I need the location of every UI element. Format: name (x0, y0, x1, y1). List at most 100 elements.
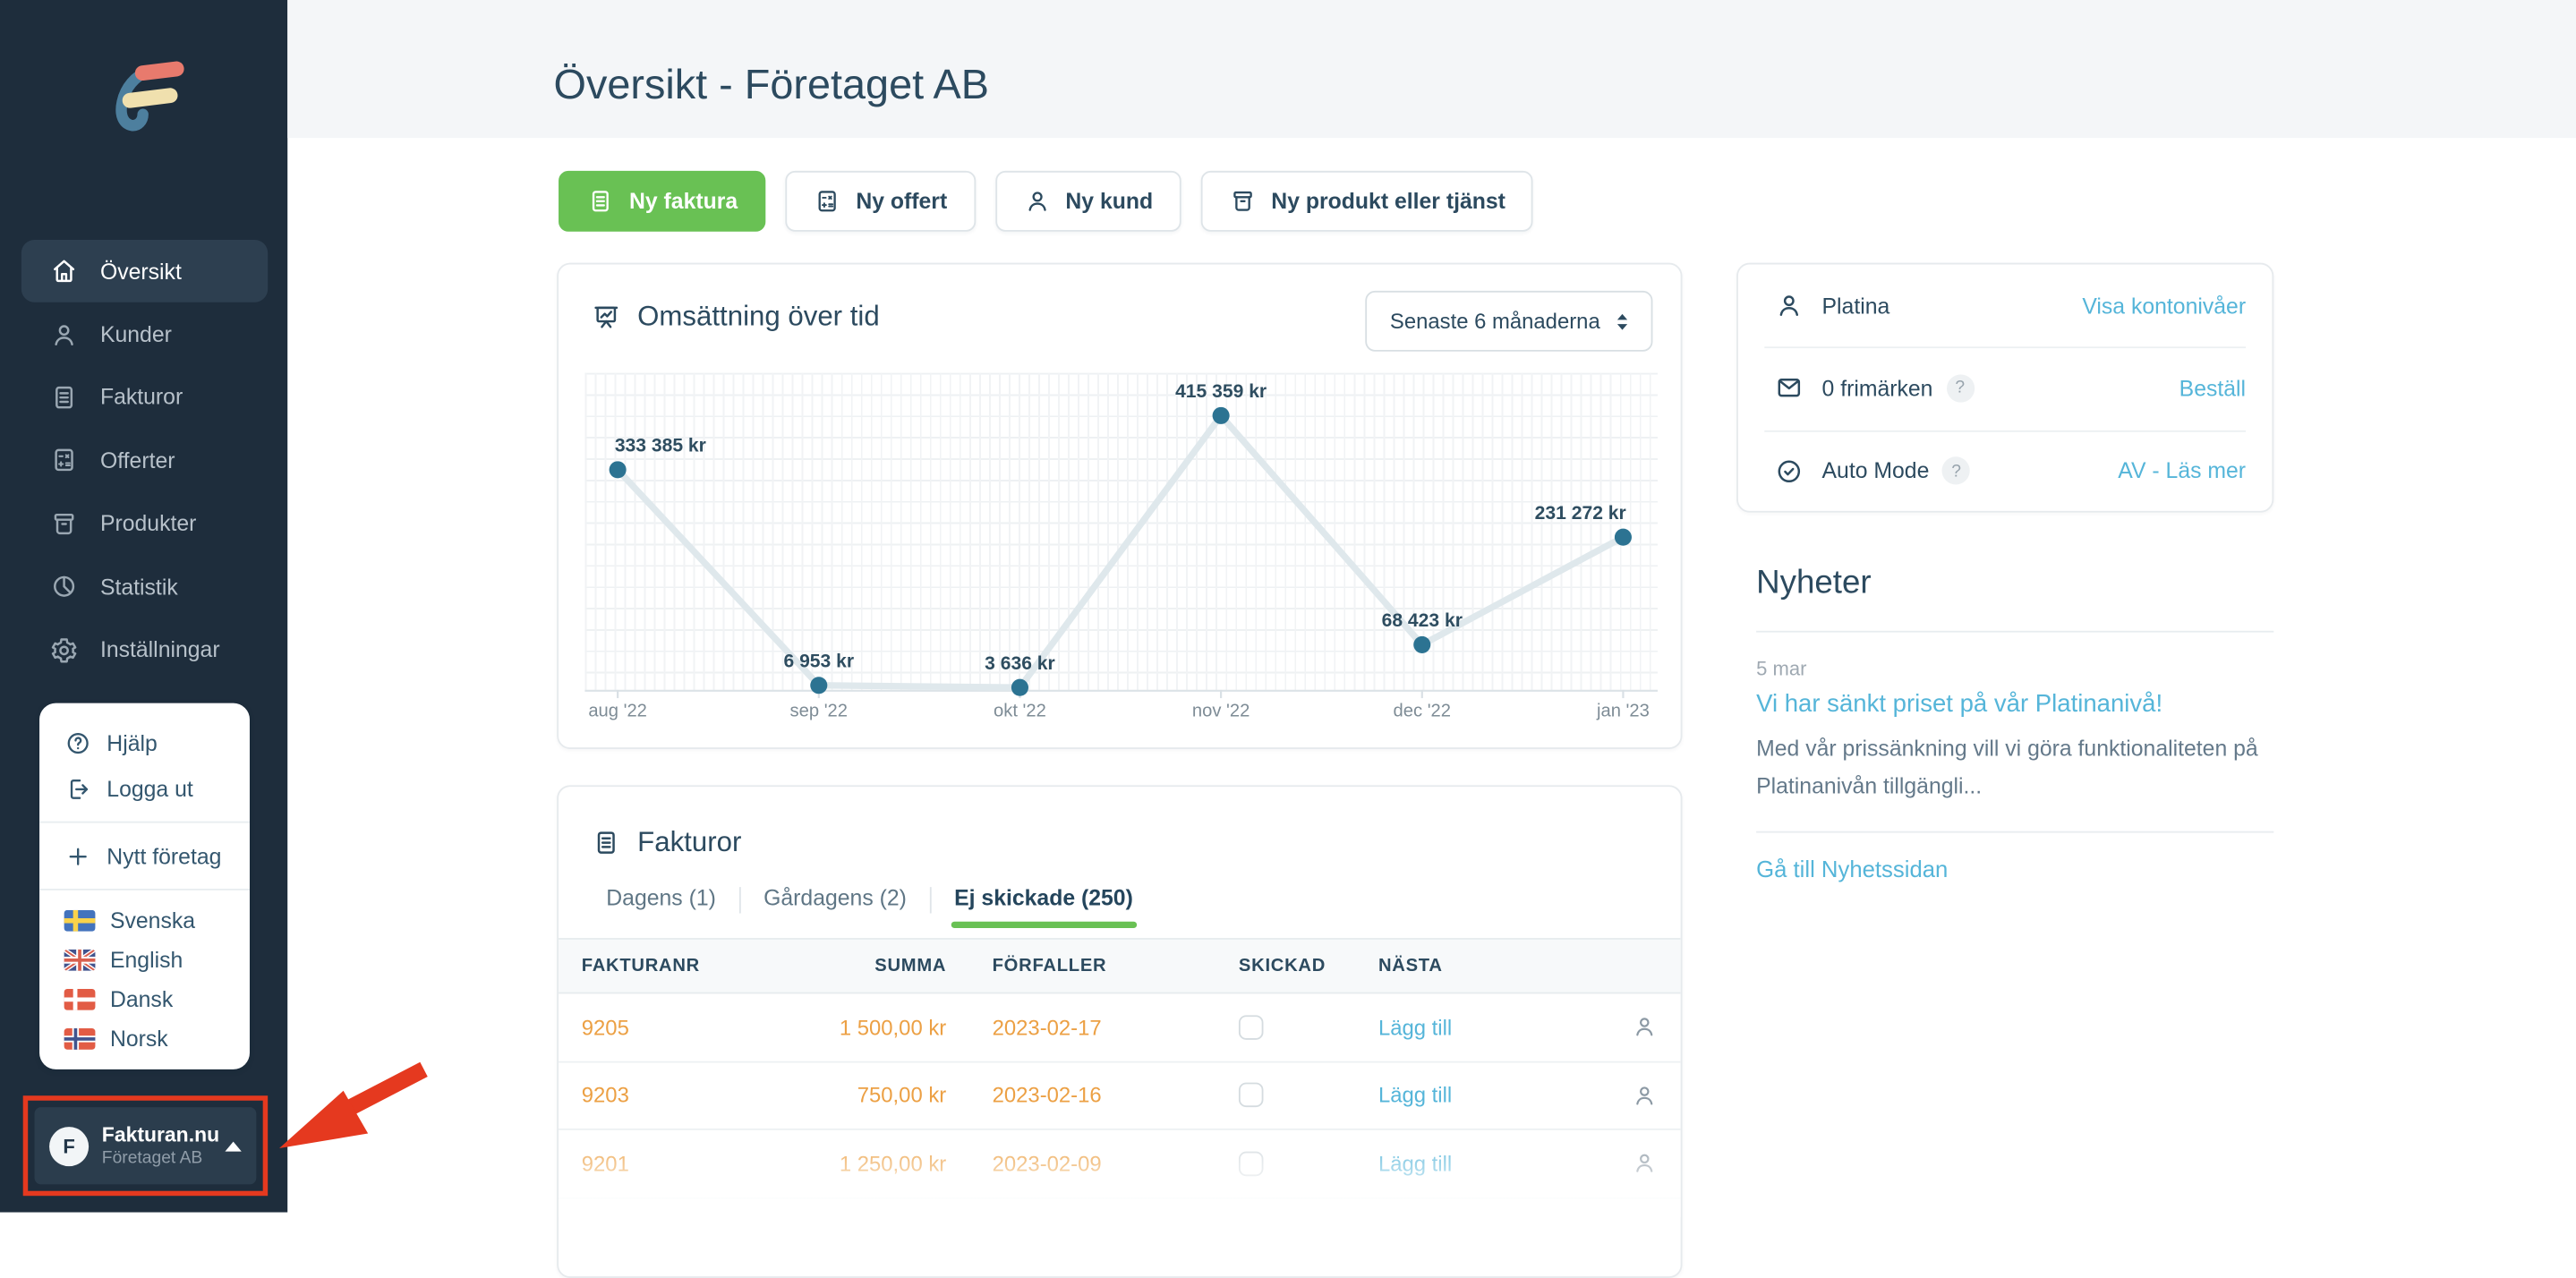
sidebar-item-installningar[interactable]: Inställningar (21, 618, 268, 681)
language-item-dansk[interactable]: Dansk (64, 979, 250, 1018)
logout-label: Logga ut (107, 776, 193, 801)
invoice-sum: 1 500,00 kr (839, 1014, 947, 1040)
sidebar-item-kunder[interactable]: Kunder (21, 302, 268, 365)
revenue-chart-svg: 333 385 kr aug '22 6 953 kr sep '22 3 636 kr… (584, 381, 1658, 720)
language-item-svenska[interactable]: Svenska (64, 900, 250, 940)
news-item-excerpt: Med vår prissänkning vill vi göra funkti… (1756, 736, 2258, 799)
add-next-link[interactable]: Lägg till (1378, 1083, 1453, 1108)
date-range-select[interactable]: Senaste 6 månaderna (1365, 290, 1653, 352)
user-icon (1028, 192, 1045, 211)
invoices-card-header: Fakturor (592, 826, 742, 859)
question-circle-icon (67, 732, 89, 754)
help-badge-icon[interactable]: ? (1942, 456, 1971, 486)
logout-icon (70, 779, 89, 798)
sidebar-item-statistik[interactable]: Statistik (21, 555, 268, 618)
data-point[interactable] (1413, 635, 1431, 653)
stamps-label: 0 frimärken (1821, 376, 1933, 401)
customer-icon[interactable] (1632, 1082, 1658, 1108)
sidebar-item-oversikt[interactable]: Översikt (21, 239, 269, 303)
news-title: Nyheter (1756, 565, 1872, 601)
data-point[interactable] (1614, 528, 1632, 546)
go-to-news-link[interactable]: Gå till Nyhetssidan (1756, 856, 1949, 882)
flag-denmark-icon (64, 988, 96, 1010)
auto-mode-link[interactable]: AV - Läs mer (2118, 458, 2247, 484)
language-label: Svenska (109, 907, 196, 933)
action-label: Ny offert (856, 189, 948, 214)
new-company-menu-item[interactable]: Nytt företag (64, 833, 250, 879)
new-company-label: Nytt företag (107, 843, 222, 869)
new-product-button[interactable]: Ny produkt eller tjänst (1200, 170, 1534, 232)
invoice-icon (592, 191, 609, 212)
chevron-up-icon (225, 1140, 242, 1151)
data-point[interactable] (1011, 678, 1028, 696)
news-item-headline[interactable]: Vi har sänkt priset på vår Platinanivå! (1756, 689, 2163, 719)
customer-icon[interactable] (1632, 1014, 1658, 1040)
add-next-link[interactable]: Lägg till (1378, 1151, 1453, 1176)
sidebar-item-produkter[interactable]: Produkter (21, 492, 268, 555)
data-point[interactable] (609, 461, 627, 479)
data-point-label: 415 359 kr (1175, 381, 1267, 402)
invoice-number-link[interactable]: 9201 (581, 1151, 629, 1176)
invoice-due-date: 2023-02-09 (992, 1151, 1102, 1176)
x-axis-label: nov '22 (1192, 701, 1250, 720)
page-title: Översikt - Företaget AB (553, 62, 989, 109)
language-item-norsk[interactable]: Norsk (64, 1018, 250, 1058)
date-range-value: Senaste 6 månaderna (1389, 309, 1600, 334)
flag-uk-icon (64, 948, 96, 970)
invoice-number-link[interactable]: 9203 (581, 1083, 629, 1108)
calculator-icon (55, 449, 73, 472)
current-company: Företaget AB (101, 1147, 203, 1168)
chart-gridlines (584, 372, 1658, 690)
divider (929, 886, 932, 913)
data-point[interactable] (1212, 406, 1230, 424)
divider (1756, 831, 2274, 833)
help-menu-item[interactable]: Hjälp (64, 720, 250, 765)
sent-checkbox[interactable] (1238, 1014, 1264, 1040)
new-offer-button[interactable]: Ny offert (785, 170, 976, 232)
help-label: Hjälp (107, 729, 158, 755)
customer-icon[interactable] (1632, 1150, 1658, 1176)
quick-actions: Ny faktura Ny offert Ny kund Ny produkt … (559, 170, 1534, 232)
invoice-due-date: 2023-02-16 (992, 1083, 1102, 1108)
data-point-label: 3 636 kr (985, 653, 1055, 674)
sidebar-item-offerter[interactable]: Offerter (21, 429, 268, 491)
envelope-icon (1778, 379, 1801, 398)
tab-dagens[interactable]: Dagens (1) (606, 885, 716, 910)
order-stamps-link[interactable]: Beställ (2179, 376, 2247, 401)
sidebar-item-fakturor[interactable]: Fakturor (21, 366, 268, 429)
invoices-title: Fakturor (637, 826, 742, 858)
x-axis-label: dec '22 (1394, 701, 1451, 720)
language-label: English (109, 947, 183, 972)
divider (39, 821, 250, 823)
tab-ej-skickade[interactable]: Ej skickade (250) (951, 885, 1137, 929)
sent-checkbox[interactable] (1238, 1083, 1264, 1108)
chart-card-header: Omsättning över tid (592, 301, 880, 334)
home-icon (54, 260, 75, 283)
new-invoice-button[interactable]: Ny faktura (559, 170, 766, 232)
sidebar-item-label: Översikt (99, 259, 182, 284)
account-level-label: Platina (1821, 293, 1890, 319)
chart-title: Omsättning över tid (637, 300, 880, 332)
help-badge-icon[interactable]: ? (1946, 374, 1975, 403)
invoice-number-link[interactable]: 9205 (581, 1014, 629, 1040)
plus-icon (69, 847, 87, 865)
data-point-label: 231 272 kr (1535, 503, 1626, 524)
divider (738, 886, 741, 913)
tab-gardagens[interactable]: Gårdagens (2) (763, 885, 907, 910)
invoice-sum: 750,00 kr (857, 1083, 947, 1108)
annotation-arrow-icon (279, 1061, 428, 1148)
company-switcher[interactable]: F Fakturan.nu Företaget AB (34, 1107, 257, 1185)
language-item-english[interactable]: English (64, 940, 250, 979)
user-icon (55, 324, 73, 345)
invoices-card: Fakturor Dagens (1) Gårdagens (2) Ej ski… (557, 785, 1683, 1278)
sent-checkbox[interactable] (1238, 1151, 1264, 1176)
logout-menu-item[interactable]: Logga ut (64, 765, 250, 811)
box-icon (54, 513, 74, 534)
add-next-link[interactable]: Lägg till (1378, 1014, 1453, 1040)
badge-check-icon (1778, 460, 1801, 482)
view-account-levels-link[interactable]: Visa kontonivåer (2082, 293, 2247, 319)
data-point[interactable] (810, 677, 828, 694)
flag-sweden-icon (64, 908, 96, 931)
new-customer-button[interactable]: Ny kund (994, 170, 1181, 232)
